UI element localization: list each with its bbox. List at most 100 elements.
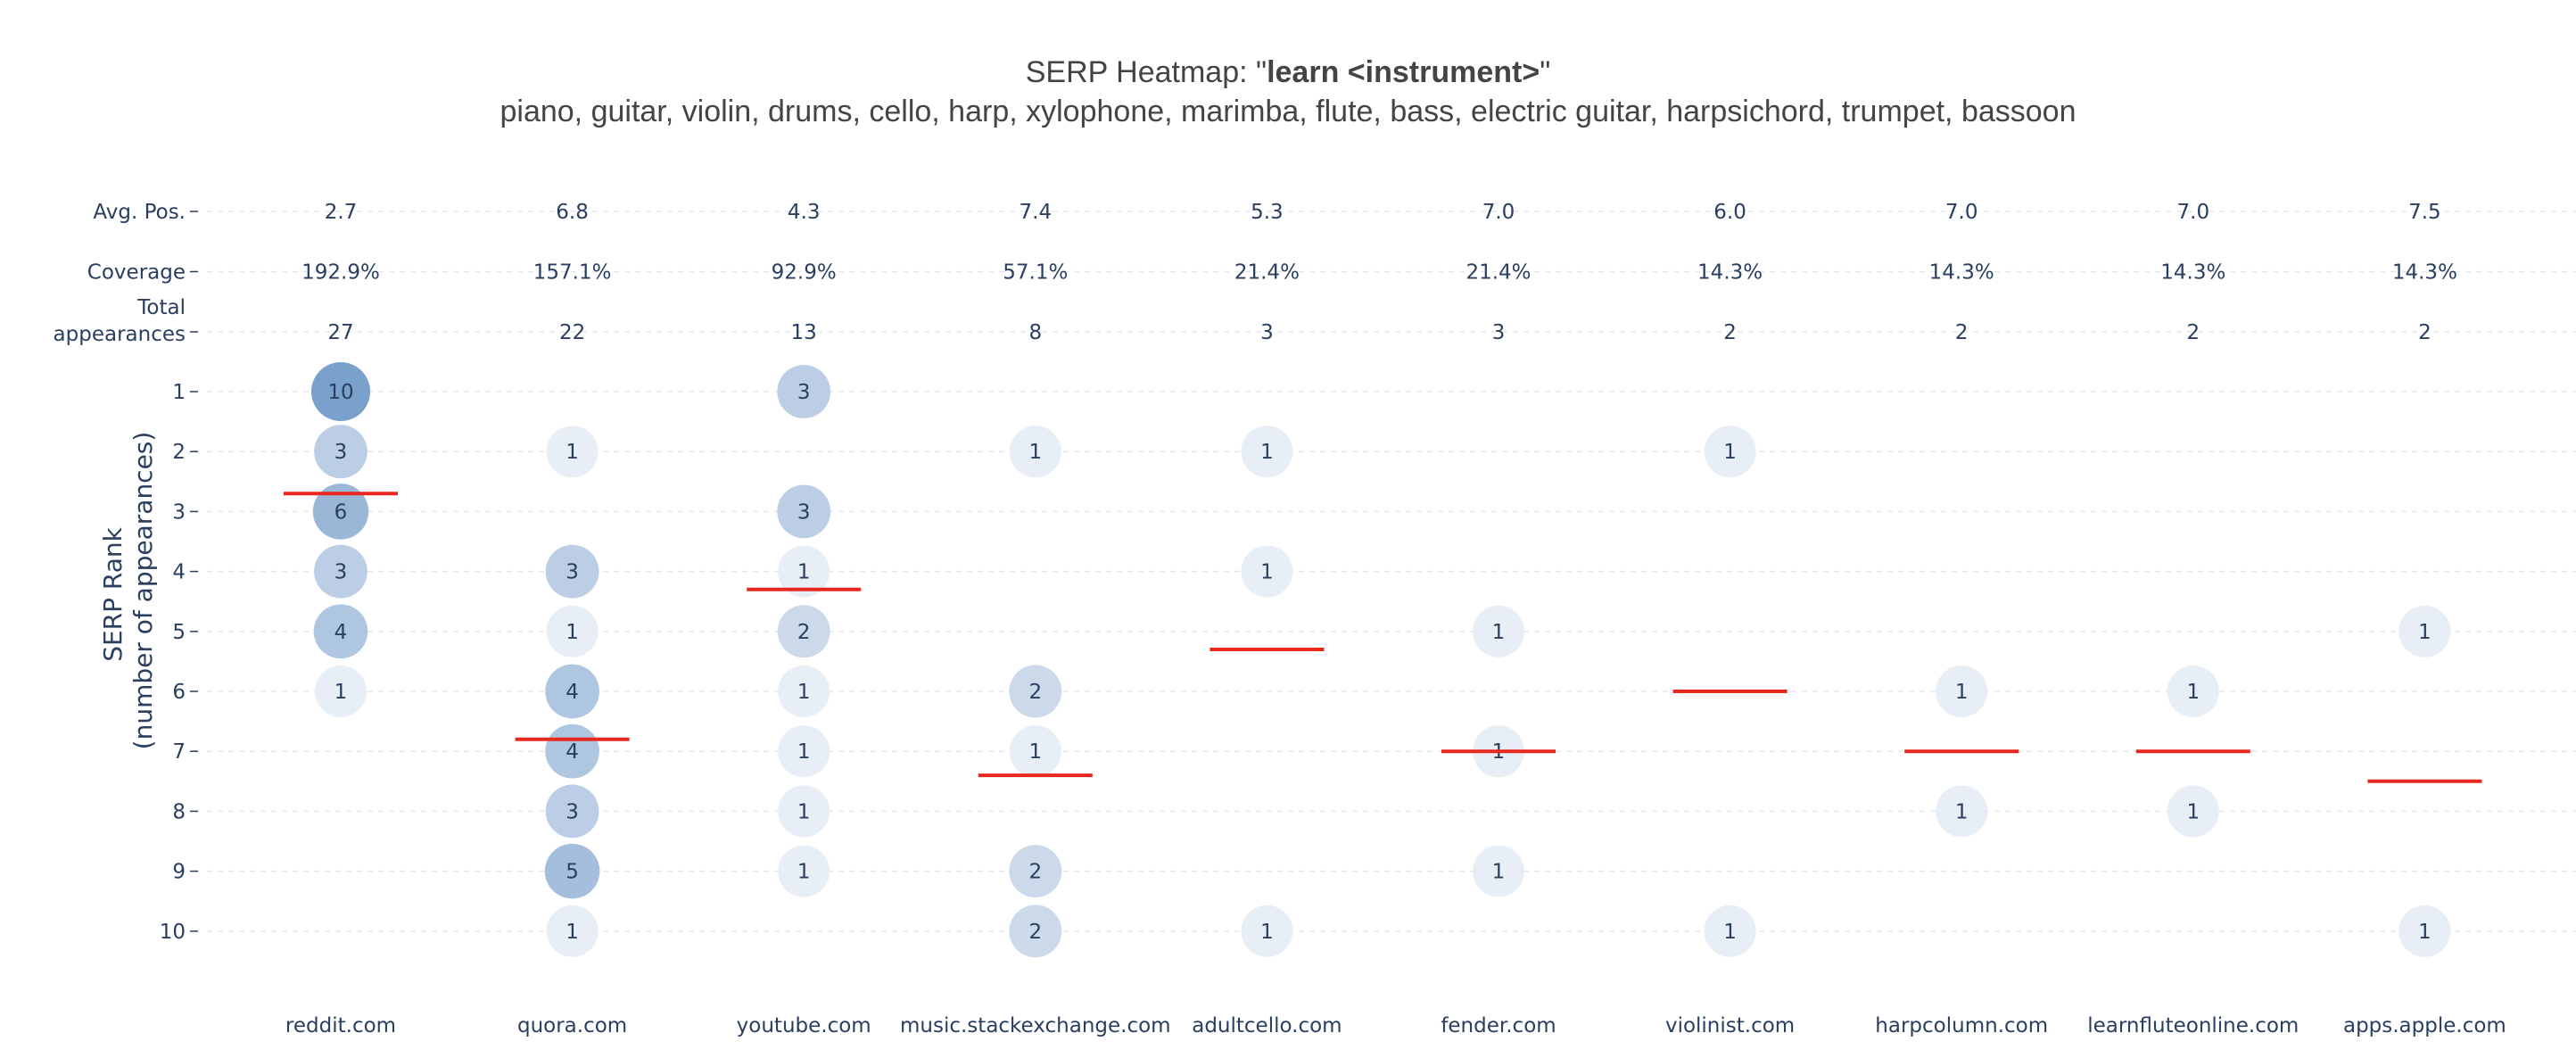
bubble-count-label: 1 [1955, 800, 1969, 823]
bubble [778, 785, 830, 838]
rank-tick-label: 3 [172, 500, 186, 524]
bubble-count-label: 1 [1723, 921, 1737, 944]
x-tick-label: learnfluteonline.com [2087, 1014, 2299, 1037]
bubble-count-label: 1 [566, 441, 579, 464]
bubble [1704, 905, 1756, 957]
stat-rows: 2.7 6.8 4.3 7.4 5.3 7.0 6.0 7.0 7.0 7.5 192.9% 157.… [301, 201, 2457, 344]
bubble-count-label: 1 [1492, 861, 1506, 884]
bubble [311, 362, 370, 421]
bubble [1936, 785, 1988, 838]
stat-row-label-line: appearances [54, 323, 186, 346]
bubble-count-label: 5 [566, 861, 579, 884]
bubble-count-label: 1 [1028, 441, 1042, 464]
bubble-count-label: 4 [566, 740, 579, 764]
bubble-count-label: 1 [797, 681, 811, 704]
stat-value: 2 [1955, 321, 1969, 344]
bubble [1473, 845, 1524, 897]
stat-value: 7.0 [2177, 201, 2210, 224]
stat-value: 13 [791, 321, 817, 344]
rank-tick-label: 8 [172, 800, 186, 823]
bubble-count-label: 1 [1260, 441, 1274, 464]
x-tick-label: quora.com [517, 1014, 627, 1037]
bubble [778, 545, 830, 598]
chart-title-bold: learn <instrument> [1267, 55, 1540, 89]
rank-tick-label: 4 [172, 561, 186, 584]
rank-tick-label: 9 [172, 861, 186, 884]
stat-row-label: Coverage [87, 261, 186, 285]
bubble [1009, 665, 1062, 718]
bubble [777, 365, 831, 418]
bubble-count-label: 1 [1723, 441, 1737, 464]
x-tick-label: fender.com [1441, 1014, 1556, 1037]
bubble [1009, 725, 1061, 778]
stat-value: 5.3 [1251, 201, 1284, 224]
bubble-count-label: 1 [566, 921, 579, 944]
bubble [545, 544, 599, 599]
stat-row-label: Total appearances [54, 296, 186, 346]
stat-value: 4.3 [788, 201, 821, 224]
stat-value: 27 [327, 321, 353, 344]
axes: Avg. Pos. Coverage Total appearances 1 2 3 4 5 6 7… [54, 201, 2506, 1037]
bubble-count-label: 6 [334, 500, 348, 524]
y-axis-title: SERP Rank (number of appearances) [98, 432, 158, 750]
rank-tick-label: 1 [172, 381, 186, 404]
stat-row-label: Avg. Pos. [93, 201, 186, 224]
rank-tick-label: 10 [160, 921, 186, 944]
stat-value: 21.4% [1234, 261, 1300, 285]
bubble [2167, 665, 2219, 717]
bubble [1009, 426, 1061, 478]
x-tick-label: apps.apple.com [2343, 1014, 2506, 1037]
bubble-count-label: 4 [566, 681, 579, 704]
bubble [2167, 785, 2219, 838]
stat-value: 14.3% [1697, 261, 1763, 285]
bubble-count-label: 1 [797, 740, 811, 764]
x-tick-label: reddit.com [285, 1014, 396, 1037]
bubble-count-label: 1 [797, 800, 811, 823]
stat-value: 2.7 [325, 201, 358, 224]
stat-value: 3 [1492, 321, 1506, 344]
bubble-count-label: 1 [1492, 621, 1506, 644]
bubbles: 10 3 3 1 1 1 1 6 3 3 3 1 1 4 1 2 1 1 1 4 1 2 1 1 4 1 1 1 3 1 1 1 5 1 2 1 1 2 1… [311, 362, 2451, 958]
avg-position-markers [284, 492, 2482, 783]
bubble-count-label: 4 [334, 621, 348, 644]
chart-title-suffix: " [1540, 55, 1550, 89]
bubble-count-label: 1 [2418, 621, 2432, 644]
bubble-count-label: 1 [797, 861, 811, 884]
bubble-count-label: 1 [1028, 740, 1042, 764]
bubble [315, 665, 367, 717]
bubble [1009, 905, 1062, 958]
bubble [314, 544, 367, 599]
bubble [2398, 905, 2451, 957]
y-axis-title-line1: SERP Rank [98, 526, 128, 661]
bubble [778, 665, 830, 717]
bubble [1704, 426, 1756, 478]
rank-tick-label: 6 [172, 681, 186, 704]
bubble [778, 725, 830, 778]
bubble-count-label: 1 [797, 561, 811, 584]
bubble [1009, 845, 1062, 898]
stat-value: 14.3% [1929, 261, 1994, 285]
stat-value: 7.0 [1945, 201, 1978, 224]
bubble-count-label: 1 [2186, 681, 2200, 704]
bubble [777, 484, 831, 539]
x-tick-label: harpcolumn.com [1875, 1014, 2048, 1037]
bubble [1241, 426, 1293, 478]
y-axis-title-line2: (number of appearances) [128, 432, 158, 750]
stat-value: 14.3% [2160, 261, 2225, 285]
bubble-count-label: 1 [566, 621, 579, 644]
bubble-count-label: 3 [566, 800, 579, 823]
stat-value: 21.4% [1466, 261, 1531, 285]
chart-title-prefix: SERP Heatmap: " [1026, 55, 1267, 89]
bubble-count-label: 3 [797, 500, 811, 524]
bubble [314, 425, 367, 479]
bubble [313, 604, 368, 659]
bubble-count-label: 1 [2186, 800, 2200, 823]
bubble-count-label: 1 [334, 681, 348, 704]
bubble-count-label: 10 [327, 381, 353, 404]
bubble [312, 484, 369, 540]
stat-value: 7.0 [1482, 201, 1515, 224]
bubble [1241, 905, 1293, 957]
stat-value: 2 [2418, 321, 2432, 344]
bubble [545, 664, 599, 719]
